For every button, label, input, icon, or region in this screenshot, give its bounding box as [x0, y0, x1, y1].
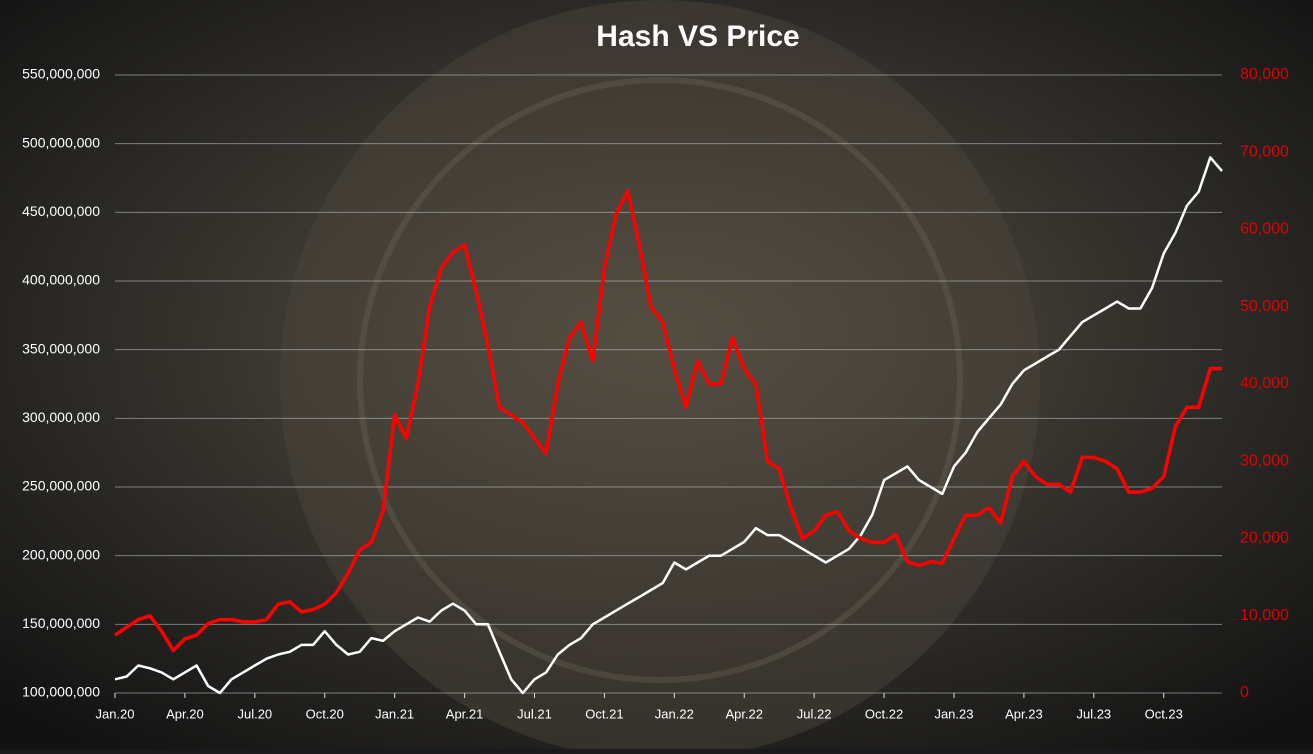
- chart-title: Hash VS Price: [596, 20, 799, 53]
- y2-tick-label: 50,000: [1240, 298, 1289, 315]
- y2-tick-label: 40,000: [1240, 375, 1289, 392]
- x-tick-label: Apr.23: [1005, 706, 1043, 721]
- y2-tick-label: 20,000: [1240, 530, 1289, 547]
- y2-tick-label: 30,000: [1240, 452, 1289, 469]
- y2-tick-label: 80,000: [1240, 66, 1289, 83]
- y2-tick-label: 0: [1240, 684, 1249, 701]
- coin-ring: [357, 77, 963, 683]
- series-line: [114, 189, 1222, 653]
- series-line: [114, 156, 1223, 695]
- y-tick-label: 150,000,000: [22, 615, 100, 631]
- x-tick-label: Jul.23: [1076, 706, 1111, 721]
- x-tick-label: Jan.21: [375, 706, 414, 721]
- y-tick-label: 400,000,000: [22, 272, 100, 288]
- x-tick-label: Oct.22: [865, 706, 903, 721]
- y-tick-label: 200,000,000: [22, 546, 100, 562]
- coin-decoration: [280, 0, 1040, 754]
- x-tick-label: Jul.21: [517, 706, 552, 721]
- x-tick-label: Oct.23: [1145, 706, 1183, 721]
- x-tick-label: Jan.20: [95, 706, 134, 721]
- x-tick-label: Jan.23: [934, 706, 973, 721]
- y-tick-label: 350,000,000: [22, 340, 100, 356]
- x-tick-label: Jul.22: [797, 706, 832, 721]
- y-tick-label: 500,000,000: [22, 134, 100, 150]
- x-tick-label: Jan.22: [655, 706, 694, 721]
- y-tick-label: 450,000,000: [22, 203, 100, 219]
- y-tick-label: 550,000,000: [22, 66, 100, 82]
- y2-tick-label: 70,000: [1240, 143, 1289, 160]
- x-tick-label: Oct.20: [306, 706, 344, 721]
- y2-tick-label: 10,000: [1240, 607, 1289, 624]
- y-tick-label: 100,000,000: [22, 684, 100, 700]
- y-tick-label: 300,000,000: [22, 409, 100, 425]
- y-tick-label: 250,000,000: [22, 478, 100, 494]
- x-tick-label: Oct.21: [585, 706, 623, 721]
- x-tick-label: Apr.20: [166, 706, 204, 721]
- y2-tick-label: 60,000: [1240, 221, 1289, 238]
- x-tick-label: Apr.21: [446, 706, 484, 721]
- x-tick-label: Jul.20: [237, 706, 272, 721]
- x-tick-label: Apr.22: [725, 706, 763, 721]
